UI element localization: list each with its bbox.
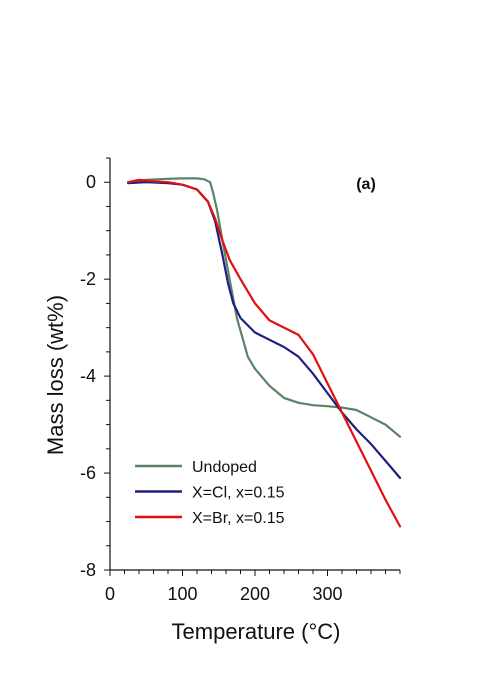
x-tick-label: 200	[240, 584, 270, 604]
x-tick-label: 0	[105, 584, 115, 604]
x-tick-label: 100	[167, 584, 197, 604]
y-tick-label: -6	[80, 463, 96, 483]
series-line-1	[127, 181, 402, 479]
legend-label: X=Cl, x=0.15	[192, 485, 285, 502]
series-line-2	[127, 178, 402, 528]
panel-label: (a)	[356, 176, 376, 193]
legend-label: Undoped	[192, 459, 257, 476]
x-axis-title: Temperature (°C)	[172, 619, 341, 644]
y-tick-label: -4	[80, 366, 96, 386]
y-tick-label: -2	[80, 269, 96, 289]
series-layer	[127, 177, 402, 528]
y-tick-label: 0	[86, 172, 96, 192]
series-line-0	[127, 177, 402, 438]
y-tick-label: -8	[80, 560, 96, 580]
legend: Undoped X=Cl, x=0.15 X=Br, x=0.15	[135, 459, 285, 527]
y-axis-title: Mass loss (wt%)	[43, 295, 68, 455]
legend-label: X=Br, x=0.15	[192, 510, 285, 527]
x-tick-label: 300	[312, 584, 342, 604]
axes-layer: 0 -2 -4 -6 -8 0 100 200 300	[80, 157, 401, 604]
